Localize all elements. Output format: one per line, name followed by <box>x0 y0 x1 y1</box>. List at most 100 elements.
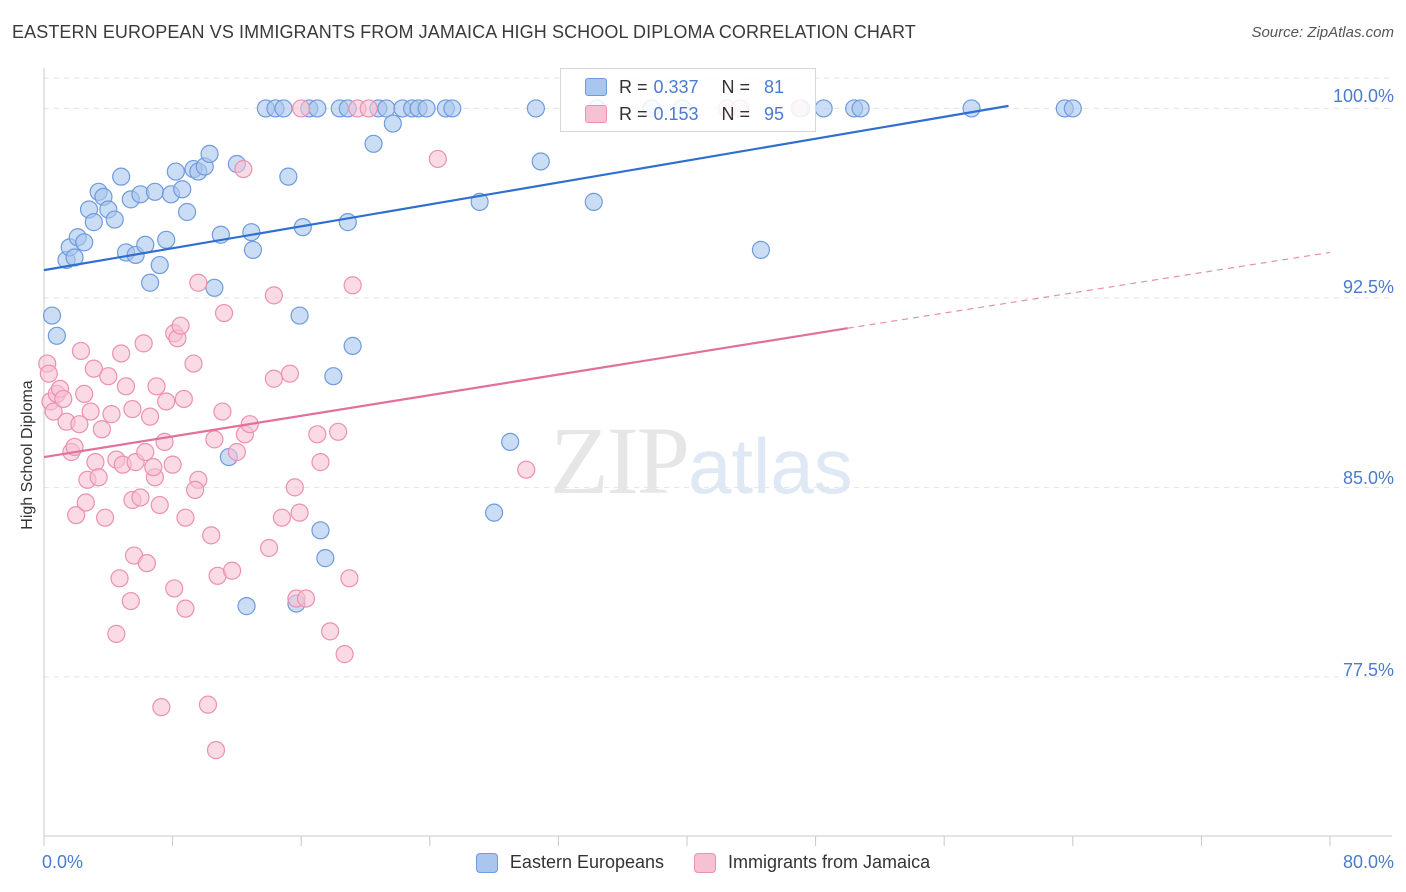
data-point-blue <box>140 273 160 292</box>
data-point-blue <box>364 134 383 153</box>
data-point-blue <box>42 306 62 325</box>
data-point-blue <box>237 597 256 616</box>
data-point-pink <box>296 589 316 608</box>
data-point-blue <box>851 99 870 118</box>
data-point-blue <box>814 99 833 118</box>
data-point-pink <box>136 442 155 462</box>
data-point-blue <box>443 99 462 118</box>
data-point-blue <box>531 152 550 171</box>
data-point-pink <box>198 695 218 714</box>
data-point-pink <box>329 422 348 441</box>
data-point-pink <box>264 286 283 305</box>
data-point-blue <box>308 99 327 118</box>
data-point-pink <box>227 442 246 462</box>
data-point-blue <box>962 99 981 118</box>
data-point-blue <box>166 162 185 181</box>
data-point-blue <box>383 114 402 133</box>
y-tick-label-100: 100.0% <box>1332 86 1394 106</box>
data-point-pink <box>86 453 105 472</box>
data-point-pink <box>89 468 108 487</box>
data-point-blue <box>279 167 298 186</box>
data-point-pink <box>259 538 279 558</box>
data-point-pink <box>308 425 327 444</box>
legend-label-jamaica: Immigrants from Jamaica <box>728 852 931 872</box>
data-point-pink <box>140 407 160 426</box>
data-point-pink <box>234 159 253 179</box>
data-point-blue <box>324 367 343 386</box>
data-point-pink <box>157 392 176 411</box>
data-point-pink <box>272 508 292 527</box>
data-point-blue <box>75 233 94 252</box>
data-point-pink <box>71 341 91 361</box>
data-point-pink <box>99 367 118 386</box>
data-point-blue <box>311 521 330 540</box>
data-point-blue <box>1063 99 1082 118</box>
series-legend: Eastern Europeans Immigrants from Jamaic… <box>0 852 1406 873</box>
watermark-atlas: atlas <box>688 422 853 510</box>
legend-swatch-blue <box>475 852 498 873</box>
data-point-pink <box>222 561 242 580</box>
data-point-pink <box>121 591 140 611</box>
data-point-blue <box>290 306 309 325</box>
chart-title: EASTERN EUROPEAN VS IMMIGRANTS FROM JAMA… <box>12 22 916 42</box>
data-point-pink <box>112 344 131 363</box>
data-point-pink <box>311 453 330 472</box>
data-point-pink <box>205 430 224 449</box>
trendline-blue <box>43 104 1009 272</box>
data-point-pink <box>110 569 129 588</box>
data-point-pink <box>206 741 226 760</box>
data-point-pink <box>75 384 94 403</box>
data-point-blue <box>47 326 66 345</box>
source-credit: Source: ZipAtlas.com <box>1251 24 1394 41</box>
data-point-pink <box>285 478 304 497</box>
data-point-pink <box>189 273 208 292</box>
data-point-pink <box>95 508 115 527</box>
data-point-blue <box>526 99 545 118</box>
legend-swatch-blue <box>585 78 607 96</box>
data-point-pink <box>213 402 232 421</box>
data-point-blue <box>145 182 165 201</box>
data-point-pink <box>54 389 73 409</box>
legend-r-value: 0.337 <box>653 76 699 97</box>
data-point-pink <box>102 405 121 424</box>
y-tick-label-77-5: 77.5% <box>1342 660 1394 680</box>
data-point-blue <box>173 180 192 199</box>
data-point-pink <box>44 402 63 421</box>
x-tick-label-max: 80.0% <box>1342 852 1394 872</box>
data-point-pink <box>264 369 283 388</box>
data-point-pink <box>137 554 156 573</box>
legend-swatch-pink <box>585 105 607 123</box>
legend-r-label: R = <box>619 103 648 124</box>
trendline-pink <box>43 327 848 459</box>
legend-row-eastern-europeans: R = 0.337 N = 81 <box>585 75 784 99</box>
data-point-pink <box>131 488 150 507</box>
data-point-blue <box>150 255 169 275</box>
data-point-pink <box>290 503 309 522</box>
data-point-pink <box>186 480 205 499</box>
data-point-pink <box>150 495 169 515</box>
data-point-blue <box>112 167 131 186</box>
data-point-pink <box>144 458 163 477</box>
data-point-pink <box>81 402 100 421</box>
legend-r-value: 0.153 <box>653 103 699 124</box>
legend-item-eastern-europeans: Eastern Europeans <box>475 852 664 873</box>
legend-swatch-pink <box>694 852 717 873</box>
data-point-blue <box>274 99 293 118</box>
data-point-blue <box>417 99 436 118</box>
data-point-pink <box>116 377 136 396</box>
data-point-pink <box>343 276 362 295</box>
data-point-blue <box>338 213 357 232</box>
data-point-pink <box>107 624 126 643</box>
data-point-pink <box>359 99 378 118</box>
data-point-pink <box>214 303 234 323</box>
data-point-pink <box>92 420 111 439</box>
data-point-pink <box>67 506 86 525</box>
data-point-pink <box>202 526 221 545</box>
data-point-blue <box>751 240 771 259</box>
trendline-extension-pink <box>847 251 1331 329</box>
data-point-blue <box>200 144 219 163</box>
y-tick-label-85: 85.0% <box>1342 468 1394 488</box>
data-point-blue <box>177 202 197 222</box>
data-point-pink <box>39 364 58 383</box>
data-point-pink <box>134 334 153 353</box>
